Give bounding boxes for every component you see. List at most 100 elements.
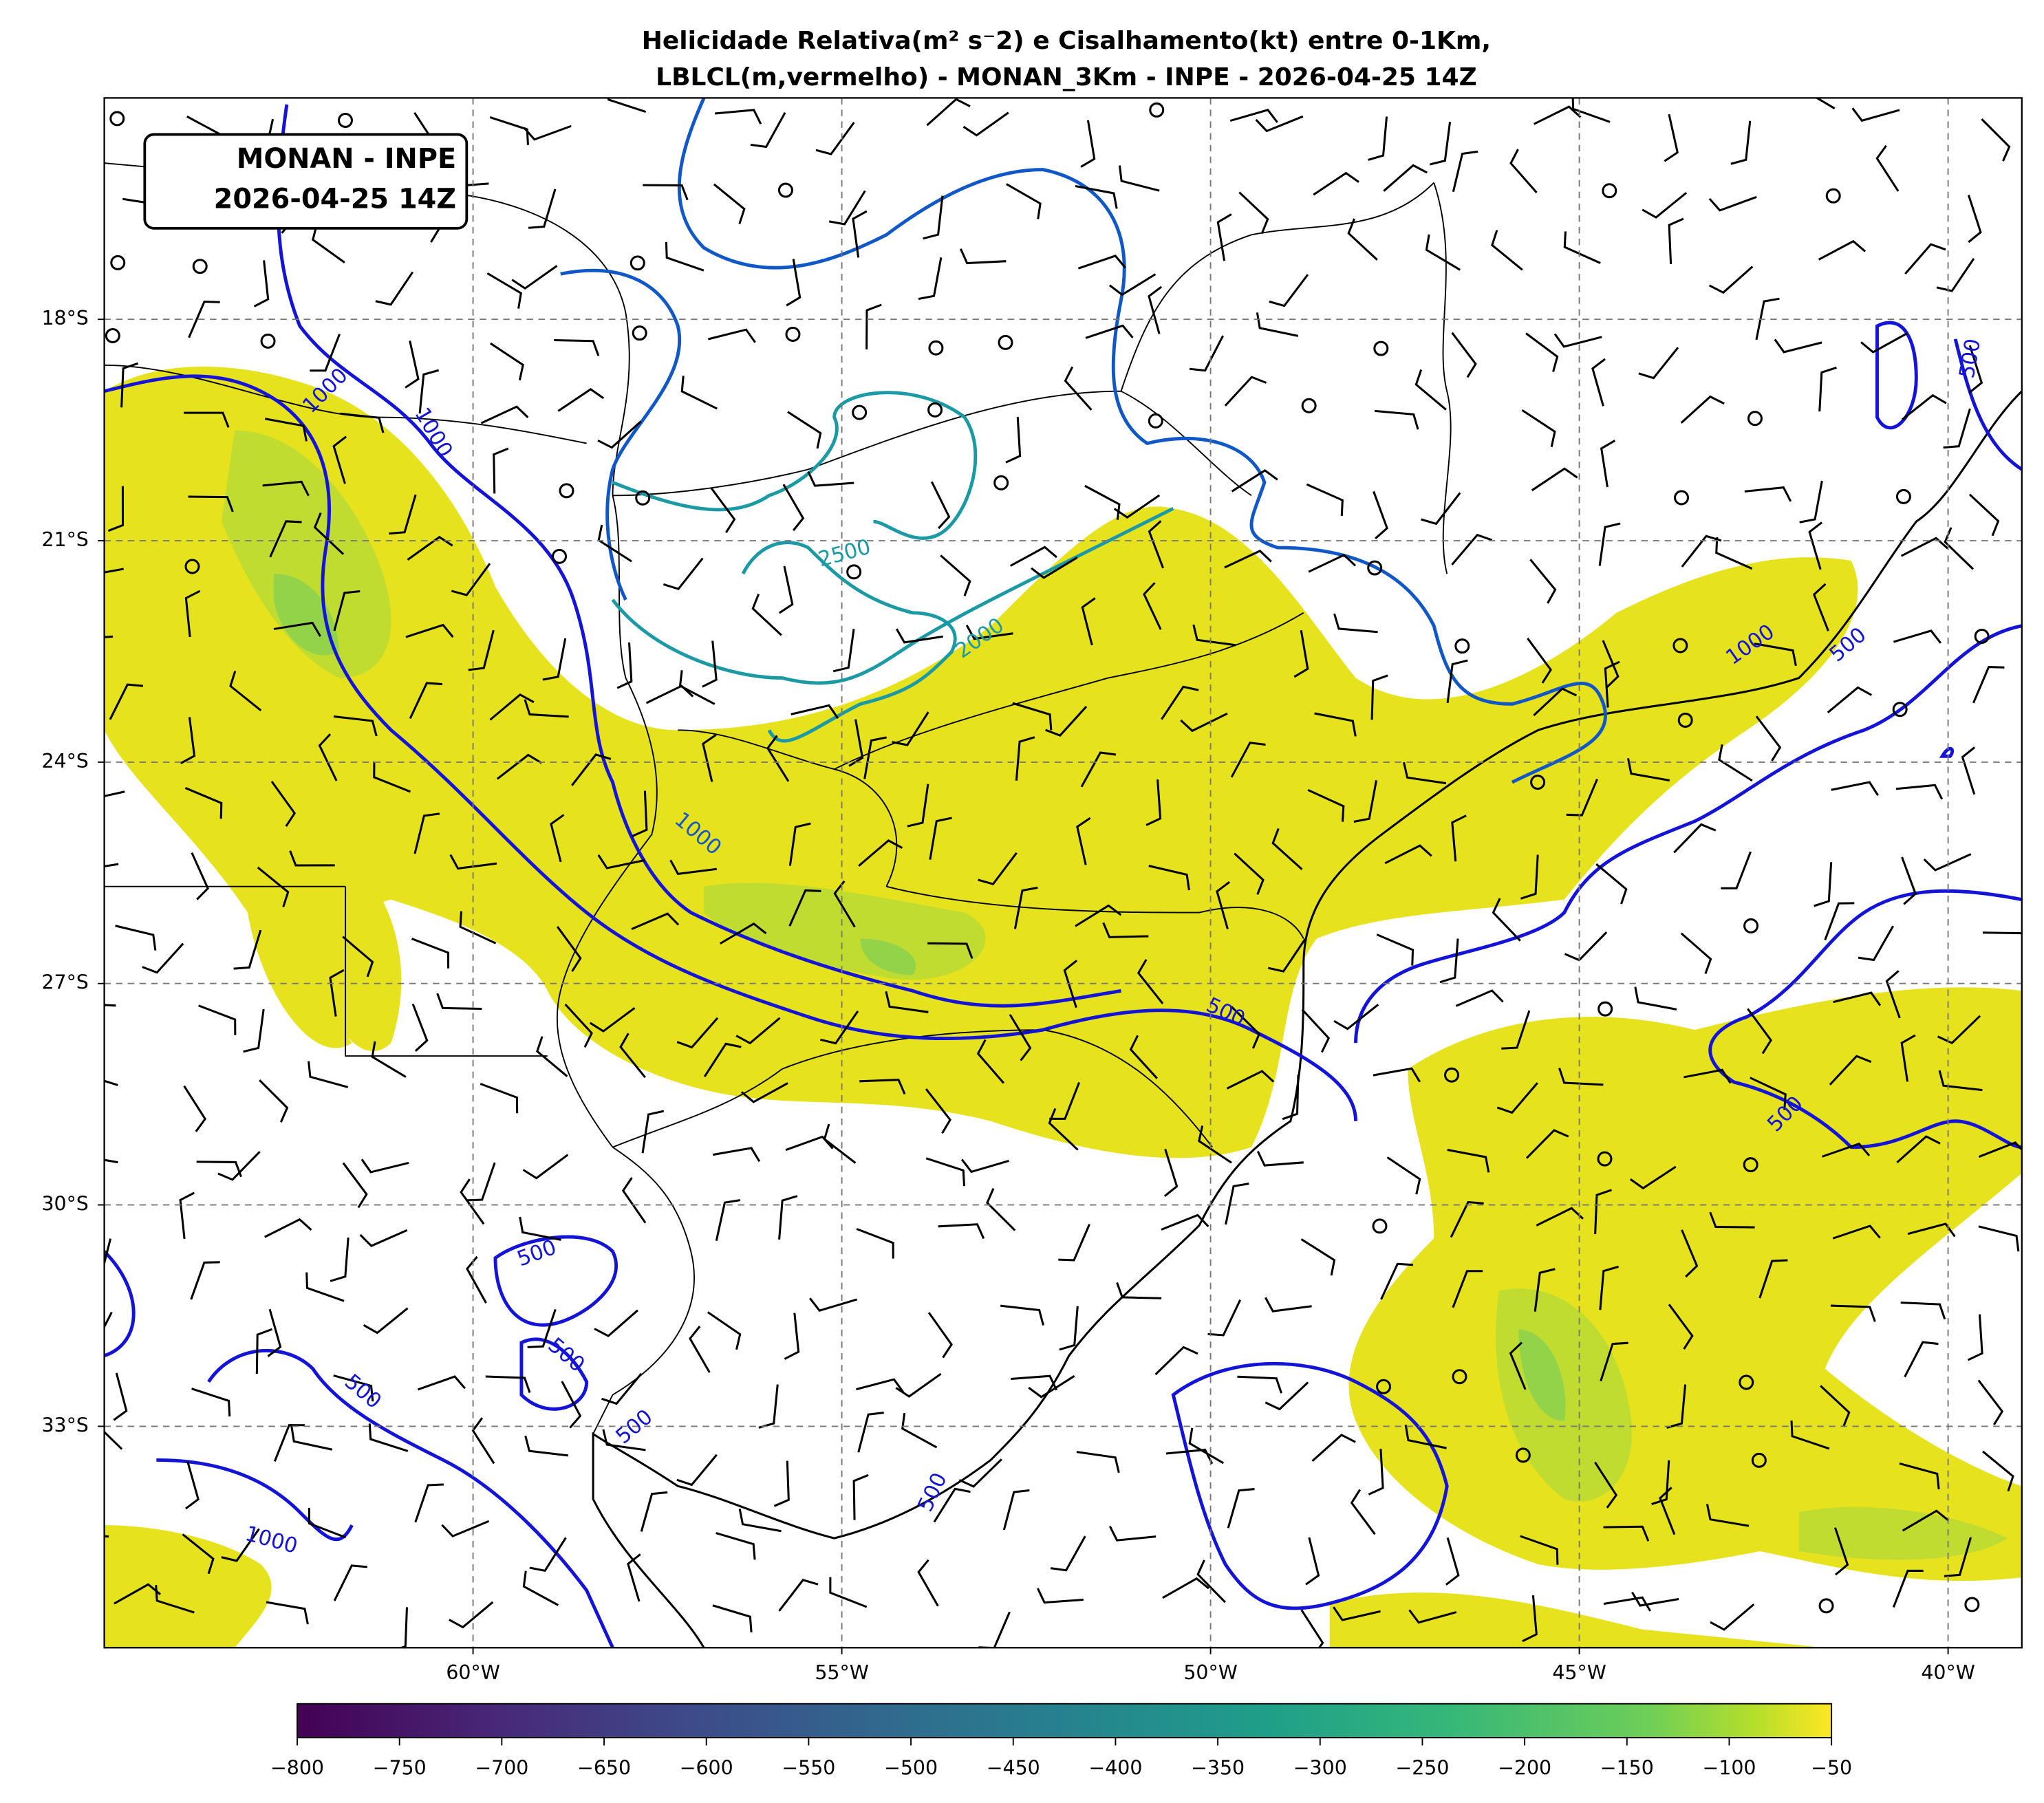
wind-barb: [1307, 788, 1345, 822]
wind-barb: [1822, 1142, 1871, 1158]
wind-barb: [190, 1261, 220, 1300]
calm-marker: [1367, 560, 1383, 576]
wind-barb: [359, 1229, 408, 1247]
wind-barb: [1118, 165, 1160, 192]
wind-barb: [1521, 409, 1556, 448]
wind-barb: [266, 1601, 309, 1625]
calm-marker: [1530, 775, 1546, 790]
calm-marker: [1372, 1218, 1388, 1234]
wind-barb: [1896, 1135, 1941, 1164]
wind-barb: [104, 568, 124, 574]
calm-marker: [1444, 1067, 1460, 1083]
wind-barb: [1901, 393, 1947, 421]
wind-barb: [1314, 712, 1357, 737]
wind-barb: [678, 670, 716, 705]
wind-barb: [960, 248, 1007, 265]
wind-barb: [1638, 347, 1679, 380]
wind-barb: [926, 98, 971, 127]
wind-barb: [1269, 274, 1309, 307]
wind-barb: [459, 911, 497, 944]
wind-barb: [1824, 902, 1855, 941]
wind-barb: [561, 1381, 582, 1429]
wind-barb: [1659, 1487, 1676, 1535]
info-box-text: MONAN - INPE: [237, 143, 456, 175]
wind-barb: [848, 719, 864, 767]
wind-barb: [1265, 1381, 1309, 1411]
lat-tick-label: 18°S: [41, 307, 88, 330]
wind-barb: [938, 1223, 985, 1240]
wind-barb: [1744, 486, 1792, 502]
wind-barb: [1161, 1213, 1209, 1231]
wind-barb: [485, 1375, 531, 1394]
calm-marker: [1376, 1379, 1392, 1394]
wind-barb: [1708, 266, 1754, 294]
calm-marker: [1672, 638, 1688, 654]
wind-barb: [958, 1458, 1002, 1488]
wind-barb: [542, 638, 567, 681]
wind-barb: [522, 1154, 569, 1180]
info-box-text: 2026-04-25 14Z: [214, 184, 457, 215]
wind-barb: [713, 183, 746, 224]
wind-barb: [1668, 217, 1684, 264]
lat-tick-label: 33°S: [41, 1414, 88, 1436]
wind-barb: [1180, 712, 1228, 733]
wind-barb: [707, 1311, 742, 1350]
wind-barb: [363, 1307, 409, 1335]
wind-barb: [627, 1553, 641, 1602]
wind-barb: [1256, 1150, 1304, 1167]
wind-barb: [1818, 366, 1837, 412]
lat-tick-label: 24°S: [41, 750, 88, 773]
wind-barb: [405, 341, 420, 389]
calm-marker: [109, 111, 125, 127]
wind-barb: [1938, 1070, 1983, 1092]
wind-barb: [460, 1178, 485, 1225]
wind-barb: [1708, 195, 1757, 212]
wind-barb: [270, 781, 297, 828]
wind-barb: [233, 929, 262, 970]
calm-marker: [630, 255, 645, 271]
colorbar-tick-label: −750: [373, 1756, 427, 1779]
wind-barb: [528, 188, 557, 229]
wind-barb: [863, 736, 887, 779]
wind-barb: [1347, 218, 1378, 261]
wind-barb: [468, 629, 495, 671]
wind-barb: [740, 1082, 788, 1103]
wind-barb: [1225, 1183, 1249, 1225]
wind-barb: [333, 1374, 374, 1402]
wind-barb: [1293, 629, 1309, 678]
colorbar-ticks: −800 −750 −700 −650 −600 −550 −500 −450 −400 −350…: [270, 1737, 1852, 1779]
wind-barb: [1375, 409, 1419, 430]
wind-barb: [342, 1162, 368, 1209]
wind-barb: [1015, 736, 1035, 781]
wind-barb: [1533, 105, 1582, 125]
wind-barb: [1005, 416, 1022, 464]
wind-barb: [1900, 1302, 1946, 1320]
wind-barb: [1006, 183, 1042, 219]
wind-barb: [1265, 1297, 1312, 1313]
wind-barb: [1076, 817, 1091, 865]
wind-barb: [436, 993, 482, 1011]
lon-tick-label: 60°W: [446, 1661, 499, 1684]
wind-barb: [1904, 1341, 1939, 1378]
wind-barb: [449, 1601, 494, 1629]
wind-barb: [784, 1313, 800, 1360]
colorbar-tick-label: −250: [1395, 1756, 1449, 1779]
wind-barb: [930, 481, 951, 530]
wind-barb: [616, 642, 633, 689]
wind-barb: [313, 512, 345, 555]
wind-barb: [978, 852, 1018, 885]
wind-barb: [411, 938, 450, 969]
wind-barb: [1301, 1008, 1331, 1053]
wind-barb: [1860, 332, 1908, 354]
wind-barb: [264, 418, 308, 442]
calm-marker: [110, 255, 126, 270]
wind-barb: [1224, 550, 1272, 569]
wind-barb: [1403, 762, 1447, 785]
wind-barb: [1818, 239, 1867, 261]
wind-barb: [1011, 1374, 1058, 1391]
calm-marker: [184, 559, 200, 574]
wind-barb: [1226, 1070, 1275, 1090]
wind-barb: [267, 1308, 282, 1357]
wind-barb: [631, 912, 680, 931]
wind-barb: [738, 1509, 782, 1533]
